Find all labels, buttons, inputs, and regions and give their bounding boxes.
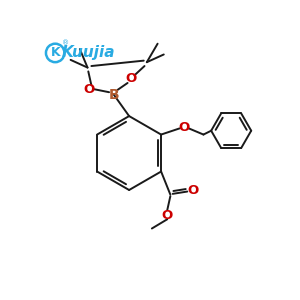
Text: O: O bbox=[126, 72, 137, 85]
Text: O: O bbox=[188, 184, 199, 197]
Text: K: K bbox=[50, 46, 60, 59]
Text: O: O bbox=[178, 121, 190, 134]
Text: Kuujia: Kuujia bbox=[61, 45, 115, 60]
Text: O: O bbox=[83, 83, 95, 96]
Text: ®: ® bbox=[62, 40, 70, 46]
Text: O: O bbox=[162, 209, 173, 222]
Text: B: B bbox=[108, 88, 119, 101]
